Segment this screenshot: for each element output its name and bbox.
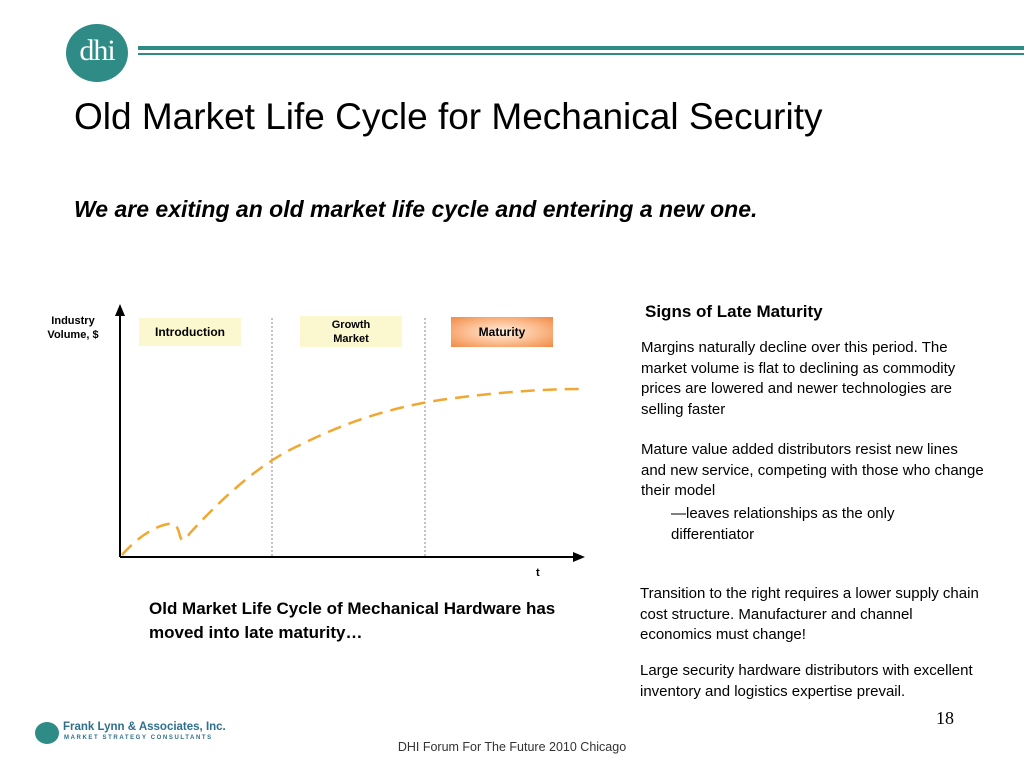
y-axis-arrow-icon (115, 304, 125, 316)
frank-lynn-company-name: Frank Lynn & Associates, Inc. (63, 721, 226, 733)
diagram-caption: Old Market Life Cycle of Mechanical Hard… (149, 599, 556, 642)
slide-subtitle: We are exiting an old market life cycle … (74, 196, 758, 222)
signs-paragraph-distributors: Mature value added distributors resist n… (641, 441, 984, 499)
signs-paragraph-large-distributors: Large security hardware distributors wit… (640, 662, 973, 700)
x-axis-label: t (536, 567, 540, 579)
signs-paragraph-margins: Margins naturally decline over this peri… (641, 339, 956, 418)
page-number: 18 (936, 708, 954, 728)
header-rule-thin (138, 53, 1024, 55)
footer-event: DHI Forum For The Future 2010 Chicago (397, 740, 627, 754)
y-axis-label: Industry Volume, $ (47, 315, 99, 341)
x-axis-arrow-icon (573, 552, 585, 562)
phase-growth-text: Growth Market (331, 318, 371, 345)
life-cycle-curve (121, 387, 581, 556)
signs-heading: Signs of Late Maturity (645, 302, 823, 321)
slide-title: Old Market Life Cycle for Mechanical Sec… (74, 96, 823, 137)
frank-lynn-logo: Frank Lynn & Associates, Inc. MARKET STR… (35, 719, 235, 747)
dhi-logo: dhi (66, 24, 128, 82)
signs-paragraph-transition: Transition to the right requires a lower… (640, 585, 979, 643)
signs-paragraph-relationships: —leaves relationships as the only differ… (671, 505, 895, 543)
phase-introduction-label: Introduction (139, 318, 241, 346)
phase-growth-label: Growth Market (300, 316, 402, 347)
frank-lynn-tagline: MARKET STRATEGY CONSULTANTS (64, 735, 213, 741)
frank-lynn-logo-mark (35, 722, 59, 744)
dhi-logo-text: dhi (79, 34, 115, 67)
phase-maturity-label: Maturity (451, 317, 553, 347)
header-rule-thick (138, 46, 1024, 50)
